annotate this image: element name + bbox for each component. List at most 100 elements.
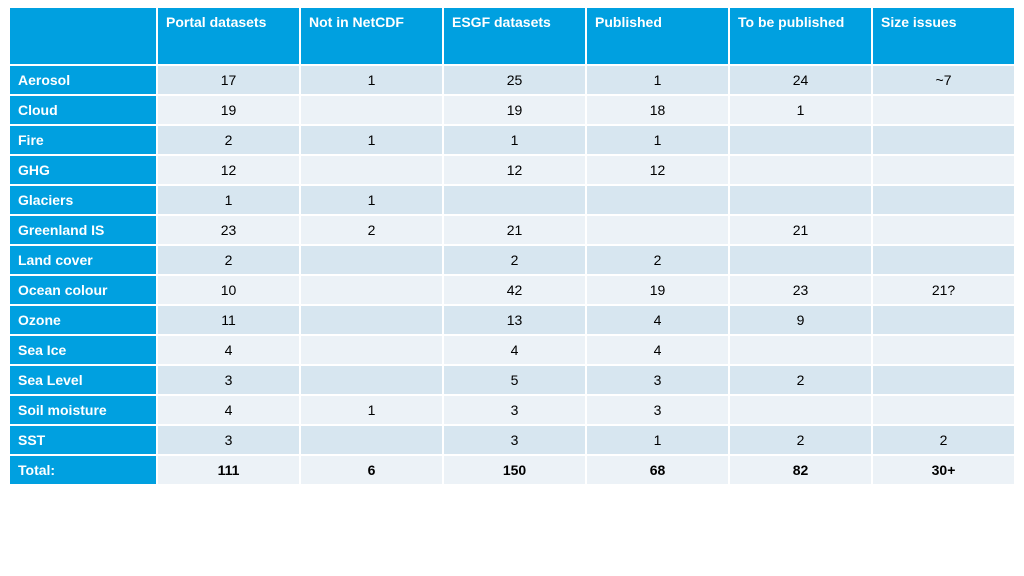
table-cell xyxy=(300,365,443,395)
table-cell: 3 xyxy=(586,365,729,395)
total-cell: 68 xyxy=(586,455,729,485)
table-cell: 2 xyxy=(729,365,872,395)
table-cell: 1 xyxy=(300,125,443,155)
col-header-not-in-netcdf: Not in NetCDF xyxy=(300,7,443,65)
table-cell xyxy=(300,95,443,125)
table-row: Ozone11 1349 xyxy=(9,305,1015,335)
col-header-to-be-published: To be published xyxy=(729,7,872,65)
table-cell xyxy=(729,245,872,275)
row-label: SST xyxy=(9,425,157,455)
table-cell: 3 xyxy=(443,395,586,425)
row-label: Soil moisture xyxy=(9,395,157,425)
table-cell xyxy=(872,95,1015,125)
row-label: Aerosol xyxy=(9,65,157,95)
table-cell: 4 xyxy=(157,395,300,425)
table-cell: 2 xyxy=(157,245,300,275)
table-row: Aerosol17125124~7 xyxy=(9,65,1015,95)
table-cell: 4 xyxy=(443,335,586,365)
table-cell xyxy=(872,395,1015,425)
table-cell: 21 xyxy=(729,215,872,245)
table-cell: 9 xyxy=(729,305,872,335)
table-cell xyxy=(872,365,1015,395)
table-cell: 1 xyxy=(300,395,443,425)
table-cell xyxy=(872,305,1015,335)
table-cell: 2 xyxy=(157,125,300,155)
col-header-esgf-datasets: ESGF datasets xyxy=(443,7,586,65)
table-cell xyxy=(729,185,872,215)
table-cell: 2 xyxy=(586,245,729,275)
row-label: Greenland IS xyxy=(9,215,157,245)
table-body: Aerosol17125124~7Cloud1919181Fire2111GHG… xyxy=(9,65,1015,455)
col-header-portal-datasets: Portal datasets xyxy=(157,7,300,65)
row-label: Land cover xyxy=(9,245,157,275)
total-cell: 150 xyxy=(443,455,586,485)
datasets-table: Portal datasets Not in NetCDF ESGF datas… xyxy=(8,6,1016,486)
table-row: Sea Level3532 xyxy=(9,365,1015,395)
table-cell: 12 xyxy=(586,155,729,185)
total-cell: 6 xyxy=(300,455,443,485)
col-header-blank xyxy=(9,7,157,65)
table-row: Fire2111 xyxy=(9,125,1015,155)
table-cell: 4 xyxy=(586,335,729,365)
table-row: Glaciers11 xyxy=(9,185,1015,215)
table-cell: 18 xyxy=(586,95,729,125)
table-cell xyxy=(729,395,872,425)
table-cell xyxy=(872,185,1015,215)
table-cell xyxy=(729,335,872,365)
table-cell: 19 xyxy=(443,95,586,125)
table-total-row: Total: 111 6 150 68 82 30+ xyxy=(9,455,1015,485)
table-header: Portal datasets Not in NetCDF ESGF datas… xyxy=(9,7,1015,65)
row-label: Glaciers xyxy=(9,185,157,215)
table-cell xyxy=(729,155,872,185)
table-row: GHG121212 xyxy=(9,155,1015,185)
table-cell: 3 xyxy=(443,425,586,455)
table-cell: 25 xyxy=(443,65,586,95)
table-cell xyxy=(300,425,443,455)
table-cell: 24 xyxy=(729,65,872,95)
table-cell: 42 xyxy=(443,275,586,305)
row-label: GHG xyxy=(9,155,157,185)
table-cell: 10 xyxy=(157,275,300,305)
table-cell: 23 xyxy=(729,275,872,305)
table-row: Ocean colour1042192321? xyxy=(9,275,1015,305)
table-cell: 1 xyxy=(586,425,729,455)
table-cell: 2 xyxy=(300,215,443,245)
table-cell: 3 xyxy=(157,425,300,455)
table-cell xyxy=(729,125,872,155)
table-cell: 1 xyxy=(586,125,729,155)
table-container: Portal datasets Not in NetCDF ESGF datas… xyxy=(0,0,1024,492)
row-label: Ozone xyxy=(9,305,157,335)
table-cell xyxy=(300,335,443,365)
col-header-published: Published xyxy=(586,7,729,65)
col-header-size-issues: Size issues xyxy=(872,7,1015,65)
table-row: Greenland IS2322121 xyxy=(9,215,1015,245)
table-cell: 1 xyxy=(300,185,443,215)
table-cell: 3 xyxy=(157,365,300,395)
table-cell: 4 xyxy=(586,305,729,335)
table-cell: 12 xyxy=(157,155,300,185)
table-cell xyxy=(586,215,729,245)
table-row: Cloud1919181 xyxy=(9,95,1015,125)
table-cell: 13 xyxy=(443,305,586,335)
table-cell xyxy=(872,335,1015,365)
table-row: Land cover222 xyxy=(9,245,1015,275)
table-row: SST33122 xyxy=(9,425,1015,455)
table-cell xyxy=(586,185,729,215)
table-cell: 1 xyxy=(300,65,443,95)
table-cell: 3 xyxy=(586,395,729,425)
row-label: Sea Level xyxy=(9,365,157,395)
total-cell: 30+ xyxy=(872,455,1015,485)
table-cell: 11 xyxy=(157,305,300,335)
table-cell xyxy=(300,305,443,335)
row-label: Sea Ice xyxy=(9,335,157,365)
total-cell: 82 xyxy=(729,455,872,485)
row-label: Fire xyxy=(9,125,157,155)
table-cell: ~7 xyxy=(872,65,1015,95)
table-cell: 2 xyxy=(729,425,872,455)
table-cell xyxy=(300,275,443,305)
table-cell: 12 xyxy=(443,155,586,185)
table-row: Soil moisture4133 xyxy=(9,395,1015,425)
table-cell xyxy=(443,185,586,215)
table-cell: 1 xyxy=(729,95,872,125)
table-cell: 23 xyxy=(157,215,300,245)
